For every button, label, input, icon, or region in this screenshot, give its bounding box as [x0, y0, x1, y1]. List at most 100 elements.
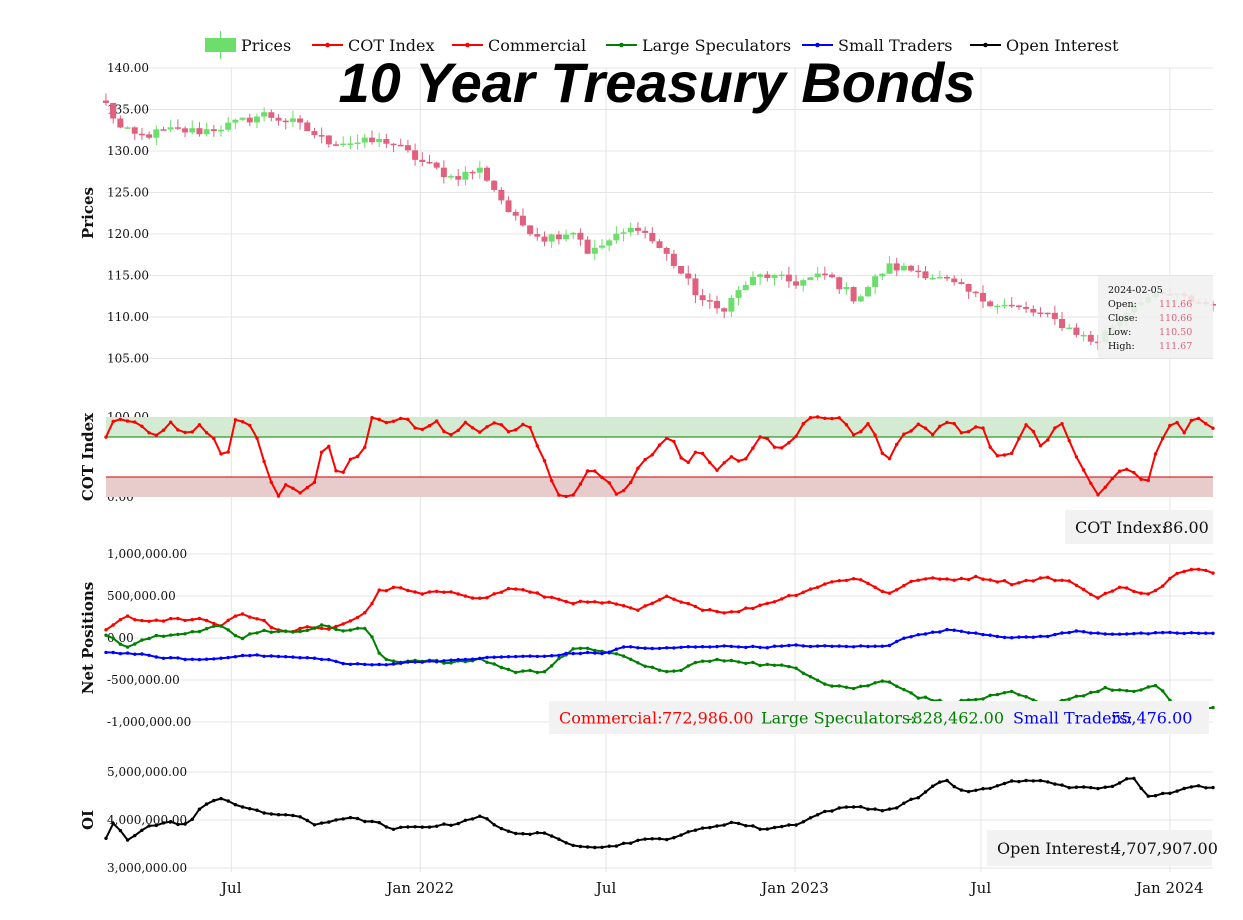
- candle-body: [469, 171, 476, 174]
- series-point: [1081, 630, 1086, 634]
- series-point: [1038, 778, 1043, 783]
- candle-body: [189, 128, 196, 133]
- series-point: [880, 589, 884, 594]
- series-point: [988, 693, 992, 697]
- y-tick-label: 110.00: [107, 310, 149, 324]
- series-point: [844, 685, 849, 689]
- series-point: [916, 422, 920, 426]
- y-tick-label: 5,000,000.00: [107, 765, 187, 779]
- series-point: [212, 436, 216, 441]
- series-point: [233, 418, 238, 422]
- series-point: [873, 433, 877, 437]
- series-point: [593, 648, 597, 653]
- series-point: [190, 817, 194, 821]
- series-point: [923, 426, 928, 430]
- series-point: [823, 809, 827, 814]
- series-point: [341, 661, 345, 666]
- series-point: [269, 480, 273, 484]
- series-point: [319, 450, 324, 454]
- series-point: [700, 826, 705, 830]
- candle-body: [505, 200, 512, 213]
- series-point: [1038, 576, 1043, 580]
- series-point: [600, 475, 604, 480]
- series-point: [1074, 785, 1079, 789]
- series-point: [319, 657, 324, 662]
- series-point: [1031, 579, 1036, 583]
- series-point: [693, 828, 698, 832]
- series-point: [1204, 422, 1208, 426]
- series-point: [528, 590, 532, 594]
- series-point: [348, 628, 353, 632]
- legend: Prices COT Index Commercial Large Speculato…: [205, 31, 1119, 59]
- series-point: [923, 695, 928, 699]
- candle-body: [814, 273, 821, 278]
- candle-body: [714, 300, 721, 309]
- series-point: [729, 658, 734, 663]
- series-point: [391, 659, 396, 663]
- candle-body: [678, 265, 685, 274]
- series-point: [1002, 453, 1007, 457]
- series-point: [1189, 418, 1194, 423]
- series-point: [291, 655, 295, 659]
- series-point: [542, 670, 547, 674]
- series-point: [887, 807, 892, 811]
- series-point: [305, 625, 309, 629]
- series-point: [593, 600, 597, 604]
- series-point: [334, 659, 338, 664]
- series-point: [542, 595, 547, 599]
- readout-label: Large Speculators:: [761, 709, 916, 728]
- series-point: [1139, 591, 1143, 595]
- series-point: [1096, 493, 1100, 497]
- series-point: [1031, 635, 1036, 639]
- series-point: [923, 632, 928, 636]
- candle-body: [843, 287, 850, 290]
- series-point: [377, 662, 381, 667]
- candle-body: [311, 131, 318, 136]
- series-point: [219, 452, 223, 456]
- series-point: [449, 823, 453, 827]
- series-point: [808, 644, 813, 649]
- series-point: [873, 807, 877, 811]
- candle-body: [757, 274, 764, 277]
- series-point: [204, 431, 209, 435]
- series-point: [902, 636, 906, 640]
- candle-body: [117, 118, 124, 128]
- series-point: [1110, 476, 1115, 481]
- series-point: [341, 622, 345, 626]
- series-point: [1139, 786, 1143, 790]
- series-point: [557, 597, 561, 601]
- series-point: [1189, 785, 1194, 789]
- series-point: [161, 656, 166, 660]
- candle-body: [721, 308, 728, 312]
- candle-body: [1030, 308, 1037, 313]
- x-tick-label: Jan 2024: [1134, 879, 1204, 897]
- series-point: [808, 587, 813, 591]
- series-point: [535, 591, 539, 595]
- series-point: [1153, 588, 1158, 593]
- series-point: [708, 825, 712, 830]
- series-point: [233, 803, 238, 807]
- series-point: [528, 668, 532, 673]
- series-point: [212, 624, 216, 628]
- series-point: [938, 577, 942, 581]
- series-point: [844, 578, 849, 583]
- series-point: [945, 420, 949, 425]
- series-point: [1024, 578, 1028, 583]
- series-point: [765, 436, 769, 441]
- series-point: [780, 824, 784, 829]
- series-point: [413, 825, 417, 829]
- series-point: [463, 657, 468, 662]
- series-point: [248, 632, 252, 636]
- series-point: [916, 696, 920, 700]
- series-point: [485, 596, 489, 600]
- series-point: [535, 654, 539, 659]
- legend-item: Prices: [205, 31, 291, 59]
- series-point: [1089, 785, 1093, 790]
- series-point: [679, 600, 683, 604]
- series-point: [248, 423, 252, 428]
- series-point: [902, 432, 906, 436]
- candle-body: [864, 286, 871, 297]
- series-point: [931, 576, 935, 580]
- series-commercial: [104, 567, 1215, 634]
- series-point: [1103, 632, 1107, 636]
